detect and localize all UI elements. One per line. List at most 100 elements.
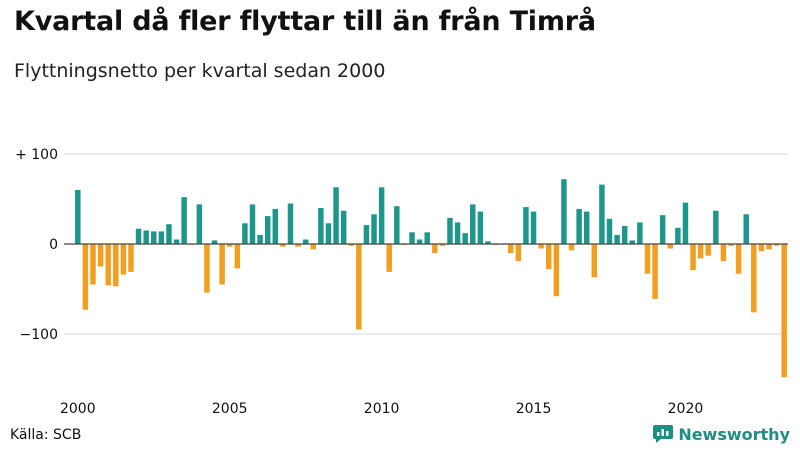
x-tick-label: 2010 xyxy=(364,401,400,417)
bar-2003-q2 xyxy=(173,239,180,244)
bar-2016-q2 xyxy=(568,244,575,251)
bar-2012-q4 xyxy=(462,233,468,244)
bar-2004-q1 xyxy=(196,204,203,244)
bar-2007-q1 xyxy=(287,203,294,244)
bar-2017-q4 xyxy=(614,235,620,244)
bar-2009-q3 xyxy=(363,225,370,244)
bar-2022-q2 xyxy=(751,244,757,313)
bar-2019-q4 xyxy=(675,227,681,244)
bar-2006-q2 xyxy=(264,216,271,244)
bar-2018-q4 xyxy=(644,244,651,274)
bar-2012-q2 xyxy=(447,217,453,244)
bar-2014-q4 xyxy=(523,207,529,244)
bar-2005-q1 xyxy=(226,244,233,247)
bar-2020-q1 xyxy=(682,202,689,244)
bar-2018-q3 xyxy=(637,222,643,244)
bar-2014-q3 xyxy=(515,244,522,262)
bar-2016-q1 xyxy=(561,179,567,244)
bar-2020-q2 xyxy=(690,244,696,271)
bar-2001-q1 xyxy=(105,244,111,286)
bar-2020-q4 xyxy=(705,244,711,256)
bar-2018-q2 xyxy=(629,240,636,244)
source-note: Källa: SCB xyxy=(10,427,82,443)
bar-2001-q2 xyxy=(113,244,119,287)
bar-2000-q3 xyxy=(90,244,96,285)
bar-2021-q1 xyxy=(713,210,719,244)
bar-2015-q2 xyxy=(538,244,544,249)
newsworthy-logo-icon xyxy=(653,425,674,443)
x-tick-label: 2015 xyxy=(516,401,552,417)
bar-2015-q4 xyxy=(553,244,560,297)
bar-2008-q3 xyxy=(333,187,339,244)
bar-2006-q1 xyxy=(257,235,263,244)
bar-2010-q1 xyxy=(378,187,385,244)
bar-2008-q4 xyxy=(340,210,347,244)
bar-2021-q4 xyxy=(735,244,742,274)
bar-2008-q2 xyxy=(325,223,332,244)
bar-2009-q4 xyxy=(371,214,377,244)
bar-2019-q3 xyxy=(667,244,673,249)
bar-2003-q3 xyxy=(181,197,187,244)
bar-2011-q1 xyxy=(409,232,415,244)
gridlines xyxy=(64,153,788,335)
bar-2007-q3 xyxy=(302,239,309,244)
bars xyxy=(75,179,787,378)
bar-2019-q2 xyxy=(659,215,666,244)
y-axis-ticks: + 100 0 −100 xyxy=(15,147,58,343)
bar-2010-q2 xyxy=(386,244,392,272)
brand-logo: Newsworthy xyxy=(652,424,790,444)
bar-2017-q2 xyxy=(599,184,605,244)
y-tick-label: + 100 xyxy=(15,147,58,163)
bar-2013-q2 xyxy=(477,211,484,244)
bar-2004-q4 xyxy=(219,244,225,285)
bar-2022-q3 xyxy=(758,244,765,252)
bar-2021-q2 xyxy=(720,244,727,262)
bar-2017-q3 xyxy=(606,218,613,244)
bar-2005-q2 xyxy=(234,244,241,269)
bar-2006-q3 xyxy=(272,208,279,244)
bar-2018-q1 xyxy=(621,226,628,244)
bar-2022-q4 xyxy=(766,244,772,250)
x-tick-label: 2020 xyxy=(668,401,704,417)
bar-2000-q1 xyxy=(75,190,81,244)
bar-2011-q4 xyxy=(432,244,438,253)
bar-2014-q2 xyxy=(508,244,514,253)
brand-name: Newsworthy xyxy=(678,424,790,444)
y-tick-label: 0 xyxy=(49,237,58,253)
bar-2019-q1 xyxy=(652,244,658,299)
chart-subtitle: Flyttningsnetto per kvartal sedan 2000 xyxy=(14,60,386,82)
bar-2016-q3 xyxy=(576,208,582,244)
bar-2021-q3 xyxy=(728,244,734,246)
bar-2004-q2 xyxy=(204,244,210,293)
bar-2005-q3 xyxy=(242,223,248,244)
y-tick-label: −100 xyxy=(20,327,58,343)
bar-2000-q4 xyxy=(97,244,104,267)
x-tick-label: 2000 xyxy=(60,401,96,417)
bar-2001-q3 xyxy=(120,244,127,275)
bar-2012-q3 xyxy=(454,222,461,244)
bar-2015-q1 xyxy=(530,211,537,244)
bar-2004-q3 xyxy=(211,240,218,244)
bar-2003-q1 xyxy=(166,224,172,244)
x-axis-ticks: 2000 2005 2010 2015 2020 xyxy=(60,401,703,417)
bar-2006-q4 xyxy=(280,244,286,247)
bar-2016-q4 xyxy=(583,211,590,244)
bar-2009-q1 xyxy=(348,244,354,246)
bar-2013-q3 xyxy=(485,241,491,244)
x-tick-label: 2005 xyxy=(212,401,248,417)
bar-2007-q4 xyxy=(310,244,316,250)
bar-2013-q1 xyxy=(470,204,476,244)
bar-2009-q2 xyxy=(356,244,362,330)
bar-2008-q1 xyxy=(318,208,324,244)
bar-2011-q2 xyxy=(416,239,423,244)
bar-2023-q1 xyxy=(773,244,780,246)
bar-2000-q2 xyxy=(82,244,89,310)
bar-2022-q1 xyxy=(743,214,749,244)
bar-2023-q2 xyxy=(781,244,787,378)
bar-2002-q2 xyxy=(143,230,149,244)
bar-2007-q2 xyxy=(295,244,301,247)
bar-2015-q3 xyxy=(546,244,552,270)
bar-2010-q3 xyxy=(394,206,400,244)
chart-title: Kvartal då fler flyttar till än från Tim… xyxy=(14,6,596,37)
